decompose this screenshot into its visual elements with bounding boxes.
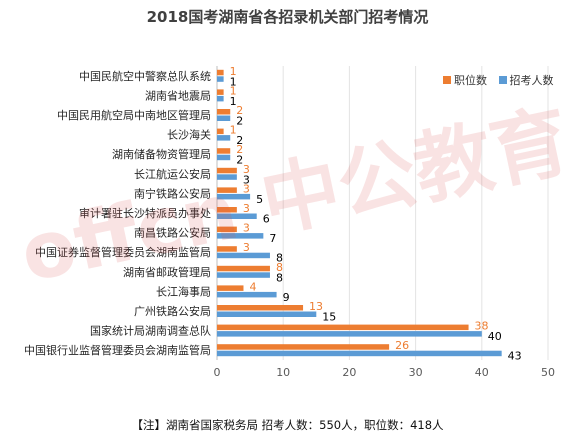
data-label-applicants: 15 (322, 311, 336, 324)
x-tick-label: 40 (475, 366, 489, 379)
category-label: 湖南省地震局 (145, 89, 211, 102)
bar-applicants (217, 331, 482, 337)
data-label-positions: 8 (276, 261, 283, 274)
data-label-positions: 13 (309, 300, 323, 313)
category-label: 长江航运公安局 (134, 167, 211, 181)
bar-positions (217, 128, 224, 135)
category-label: 广州铁路公安局 (134, 304, 211, 318)
category-label: 审计署驻长沙特派员办事处 (79, 206, 211, 220)
bar-applicants (217, 311, 317, 317)
bar-applicants (217, 233, 264, 239)
bar-positions (217, 226, 237, 233)
data-label-applicants: 8 (276, 271, 283, 284)
data-label-positions: 3 (243, 182, 250, 195)
legend-label-applicants: 招考人数 (509, 74, 554, 87)
data-label-positions: 3 (243, 163, 250, 176)
data-label-positions: 3 (243, 241, 250, 254)
bar-positions (217, 187, 237, 193)
bar-applicants (217, 272, 270, 278)
chart-title: 2018国考湖南省各招录机关部门招考情况 (146, 8, 429, 26)
data-label-applicants: 2 (236, 154, 243, 167)
legend-swatch-applicants (498, 76, 507, 84)
bar-applicants (217, 193, 251, 200)
grid-lines (216, 66, 549, 360)
category-label: 国家统计局湖南调查总队 (90, 324, 211, 338)
bar-positions (217, 344, 390, 350)
bar-applicants (217, 213, 257, 219)
legend-item-positions: 职位数 (443, 72, 487, 88)
data-label-positions: 1 (230, 124, 237, 137)
data-label-applicants: 1 (230, 95, 237, 108)
x-tick-label: 30 (409, 366, 423, 379)
legend-label-positions: 职位数 (454, 74, 487, 87)
category-label: 中国证券监督管理委员会湖南监管局 (35, 245, 211, 259)
bar-positions (217, 324, 469, 331)
data-label-positions: 1 (230, 65, 237, 78)
bar-applicants (217, 291, 277, 298)
data-label-applicants: 3 (243, 173, 250, 186)
category-label: 长江海事局 (156, 284, 211, 298)
legend-item-applicants: 招考人数 (498, 72, 554, 88)
data-label-positions: 2 (236, 104, 243, 117)
data-label-positions: 3 (243, 222, 250, 235)
x-tick-labels: 0 10 20 30 40 50 (214, 366, 556, 379)
data-label-applicants: 43 (508, 350, 522, 363)
bar-applicants (217, 154, 231, 161)
bar-applicants (217, 76, 224, 82)
data-label-positions: 2 (236, 143, 243, 156)
x-tick-label: 0 (214, 366, 221, 379)
bars (217, 69, 502, 357)
bar-applicants (217, 135, 231, 141)
bar-positions (217, 69, 224, 76)
bar-applicants (217, 95, 224, 102)
bar-positions (217, 167, 237, 174)
category-labels: 中国民航空中警察总队系统湖南省地震局中国民用航空局中南地区管理局长沙海关湖南储备… (24, 69, 211, 357)
data-label-positions: 4 (249, 280, 256, 293)
legend: 职位数 招考人数 (443, 72, 562, 88)
bar-positions (217, 109, 231, 115)
bar-positions (217, 246, 237, 252)
bar-positions (217, 148, 231, 154)
bar-positions (217, 265, 270, 272)
data-label-applicants: 1 (230, 75, 237, 88)
footnote: 【注】湖南省国家税务局 招考人数：550人，职位数：418人 (131, 418, 444, 432)
legend-swatch-positions (443, 76, 451, 84)
category-label: 中国民用航空局中南地区管理局 (57, 108, 211, 122)
category-label: 中国民航空中警察总队系统 (79, 69, 211, 83)
data-label-applicants: 2 (236, 134, 243, 147)
category-label: 南宁铁路公安局 (134, 186, 211, 200)
bar-positions (217, 89, 224, 95)
category-label: 长沙海关 (167, 128, 211, 142)
data-label-applicants: 40 (488, 330, 502, 343)
bar-applicants (217, 115, 231, 121)
data-label-applicants: 7 (269, 232, 276, 245)
x-tick-label: 50 (541, 366, 555, 379)
data-label-applicants: 5 (256, 193, 263, 206)
bar-applicants (217, 174, 237, 180)
bar-positions (217, 207, 237, 213)
x-tick-label: 10 (276, 366, 290, 379)
category-label: 南昌铁路公安局 (134, 226, 211, 240)
data-label-applicants: 6 (263, 213, 270, 226)
data-label-positions: 3 (243, 202, 250, 215)
category-label: 湖南省邮政管理局 (123, 265, 211, 279)
data-label-positions: 26 (395, 339, 409, 352)
bar-positions (217, 305, 304, 311)
bar-applicants (217, 252, 270, 259)
data-label-applicants: 2 (236, 115, 243, 128)
category-label: 湖南储备物资管理局 (112, 147, 211, 161)
data-label-applicants: 9 (283, 291, 290, 304)
bar-applicants (217, 350, 502, 357)
category-label: 中国银行业监督管理委员会湖南监管局 (24, 343, 211, 357)
data-label-positions: 38 (475, 320, 489, 333)
data-label-applicants: 8 (276, 252, 283, 265)
bar-positions (217, 285, 244, 291)
data-label-positions: 1 (230, 84, 237, 97)
x-tick-label: 20 (342, 366, 356, 379)
